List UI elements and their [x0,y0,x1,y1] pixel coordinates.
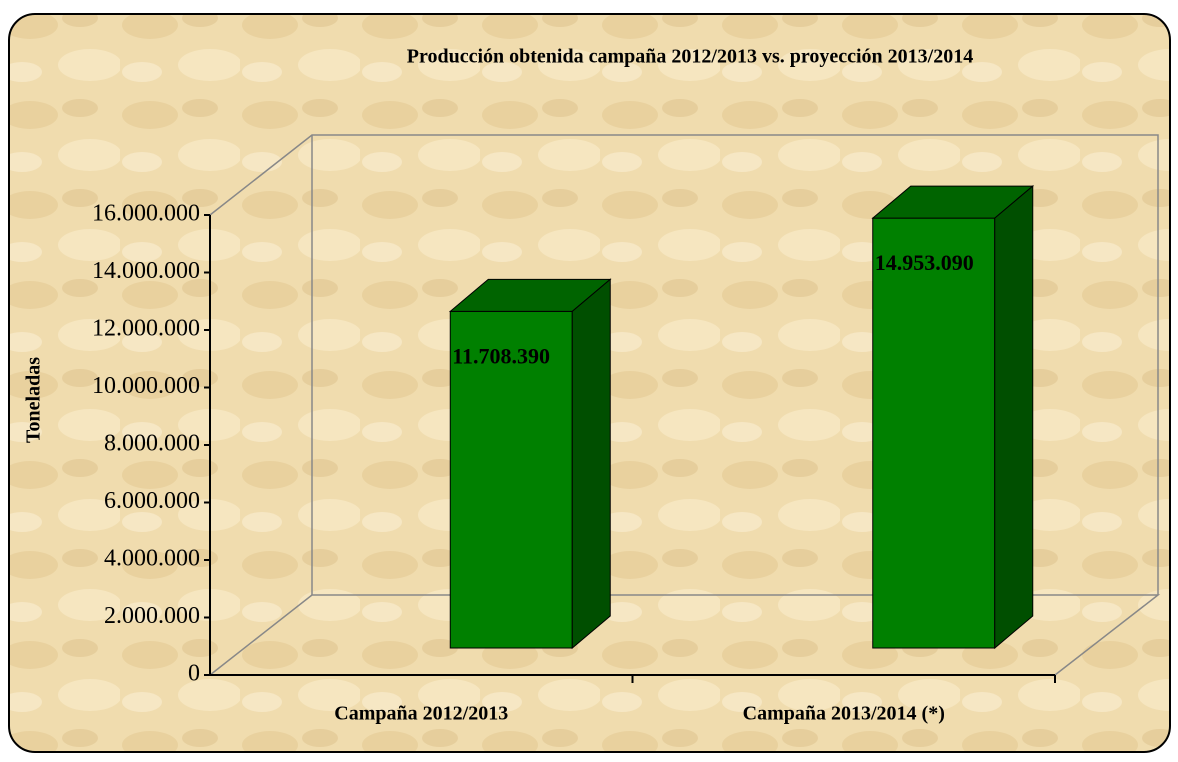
y-tick-label: 8.000.000 [104,431,200,457]
y-tick-label: 16.000.000 [92,201,200,227]
bar-side [571,278,611,650]
y-tick-label: 10.000.000 [92,373,200,399]
bar-side [994,185,1034,650]
value-label: 11.708.390 [452,343,550,368]
value-label: 14.953.090 [875,250,974,275]
y-tick-label: 12.000.000 [92,316,200,342]
y-tick-label: 0 [188,661,200,687]
y-tick-label: 6.000.000 [104,488,200,514]
bar-front [872,217,996,649]
y-axis-label: Toneladas [23,357,45,443]
y-tick-label: 2.000.000 [104,603,200,629]
y-tick-label: 4.000.000 [104,546,200,572]
x-tick-label: Campaña 2012/2013 [334,703,508,725]
y-tick-label: 14.000.000 [92,258,200,284]
walls [209,134,1161,676]
x-tick-label: Campaña 2013/2014 (*) [743,703,945,725]
chart-title: Producción obtenida campaña 2012/2013 vs… [407,46,974,68]
